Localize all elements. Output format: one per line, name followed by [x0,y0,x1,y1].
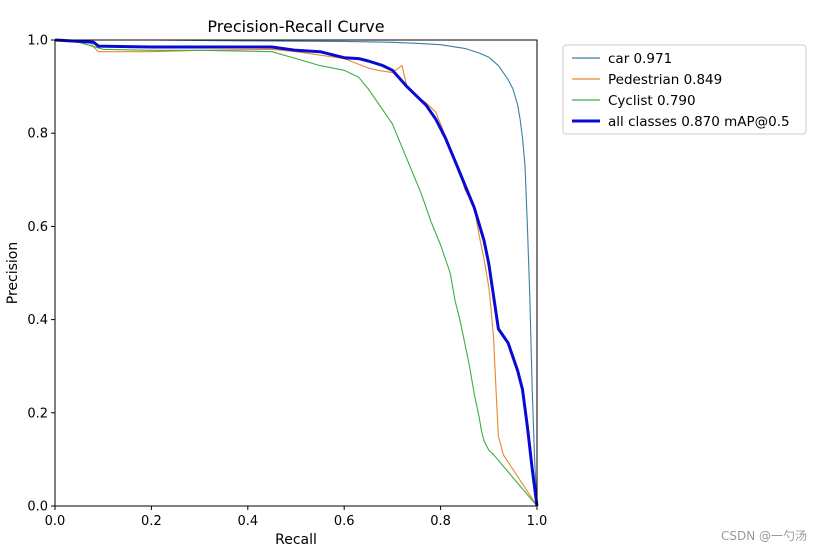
y-tick-label: 0.4 [27,313,48,328]
x-tick-label: 0.4 [237,514,258,529]
y-tick-label: 0.2 [27,406,48,421]
chart-title: Precision-Recall Curve [207,17,384,36]
ticks-layer: 0.0 0.2 0.4 0.6 0.8 1.0 0.0 0.2 0.4 0.6 0.8 1.0 [27,34,547,530]
y-tick-label: 0.0 [27,500,48,515]
x-tick-label: 0.6 [334,514,355,529]
x-axis-label: Recall [275,532,317,548]
series-line-1 [55,39,538,507]
y-tick-label: 0.6 [27,220,48,235]
series-line-3 [54,39,538,507]
series-line-2 [55,39,538,507]
y-axis-label: Precision [5,242,21,304]
y-tick-label: 0.8 [27,127,48,142]
legend-label-3: Cyclist 0.790 [608,93,696,109]
legend-label-4: all classes 0.870 mAP@0.5 [608,114,790,130]
legend-label-2: Pedestrian 0.849 [608,72,722,88]
watermark: CSDN @一勺汤 [720,529,807,543]
x-tick-label: 1.0 [527,514,548,529]
plot-frame [54,39,538,507]
series-line-4 [54,38,539,507]
x-tick-label: 0.8 [430,514,451,529]
y-tick-label: 1.0 [27,34,48,49]
legend-label-1: car 0.971 [608,51,672,67]
x-tick-label: 0.2 [141,514,162,529]
legend-frame [562,44,807,135]
legend: car 0.971 Pedestrian 0.849 Cyclist 0.790 al… [562,44,807,135]
x-tick-label: 0.0 [45,514,66,529]
series-layer [54,38,539,507]
